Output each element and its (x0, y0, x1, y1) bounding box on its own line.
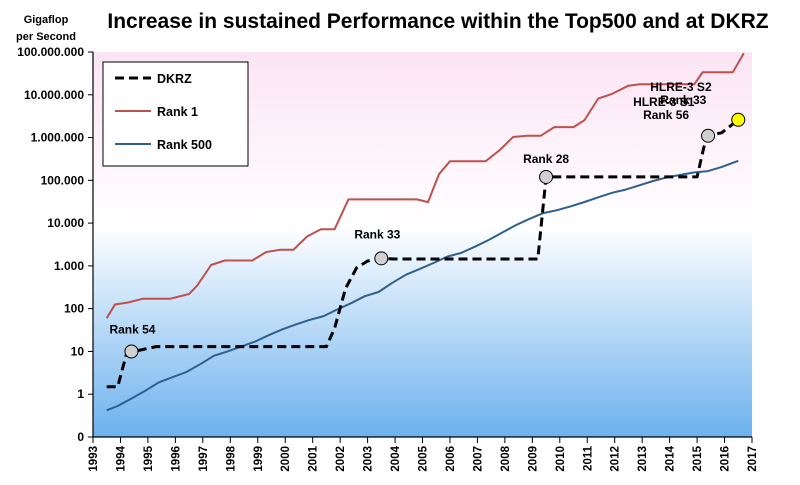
annotation-marker (124, 344, 139, 359)
y-tick-label: 10 (71, 344, 85, 358)
x-tick-label: 2014 (665, 445, 677, 471)
y-tick-label: 100.000.000 (17, 45, 84, 59)
annotation-label: HLRE-3 S1 (633, 95, 695, 109)
annotation-marker (701, 128, 716, 143)
x-tick-label: 2001 (308, 445, 320, 471)
x-tick-label: 1993 (88, 446, 100, 472)
y-tick-label: 100 (64, 302, 84, 316)
legend-box (102, 61, 249, 167)
y-tick-label: 10.000.000 (24, 88, 84, 102)
legend-label-dkrz: DKRZ (157, 72, 192, 86)
y-tick-label: 10.000 (47, 216, 84, 230)
x-tick-label: 2011 (582, 445, 594, 471)
annotation-marker (374, 251, 389, 266)
annotation-label: Rank 33 (660, 93, 706, 107)
x-tick-label: 1994 (115, 445, 127, 471)
chart-title: Increase in sustained Performance within… (107, 10, 768, 33)
annotation-label: Rank 33 (354, 227, 400, 241)
y-tick-label: 1.000 (54, 259, 84, 273)
annotation-label: Rank 56 (643, 108, 689, 122)
y-tick-label: 100.000 (41, 173, 85, 187)
series-line-rank500 (106, 159, 739, 412)
annotation-label: Rank 28 (523, 152, 569, 166)
x-tick-label: 2008 (500, 445, 512, 471)
x-tick-label: 1996 (170, 446, 182, 472)
x-tick-label: 1995 (143, 445, 155, 471)
x-tick-label: 2015 (692, 445, 704, 471)
x-tick-label: 2017 (747, 446, 759, 472)
x-tick-label: 2016 (720, 446, 732, 472)
x-tick-label: 1998 (225, 445, 237, 471)
x-tick-label: 2007 (472, 446, 484, 472)
y-axis-label-line2: per Second (16, 31, 76, 43)
y-axis-label-line1: Gigaflop (24, 14, 69, 26)
legend-label-rank1: Rank 1 (157, 105, 198, 119)
x-tick-label: 2003 (363, 446, 375, 472)
y-tick-label: 1 (77, 387, 84, 401)
legend: DKRZ Rank 1 Rank 500 (102, 61, 249, 167)
x-tick-label: 1997 (198, 446, 210, 472)
series-line-rank1 (105, 52, 745, 319)
x-tick-label: 2000 (280, 446, 292, 472)
annotation-label: Rank 54 (109, 322, 155, 336)
x-tick-label: 2004 (390, 445, 402, 471)
x-tick-label: 2009 (527, 446, 539, 472)
y-tick-label: 0 (77, 430, 84, 444)
x-tick-label: 2005 (418, 445, 430, 471)
legend-label-rank500: Rank 500 (157, 138, 212, 152)
annotation-label: HLRE-3 S2 (650, 80, 712, 94)
x-tick-label: 2006 (445, 446, 457, 472)
annotation-marker (731, 112, 746, 127)
annotation-marker (539, 169, 554, 184)
x-tick-label: 2010 (555, 446, 567, 472)
x-tick-label: 2002 (335, 446, 347, 472)
x-tick-label: 2013 (637, 446, 649, 472)
axes: 0 1 10 100 1.000 10.000 100.000 1.000.000 10.000… (17, 45, 759, 472)
y-tick-label: 1.000.000 (31, 131, 85, 145)
x-tick-label: 1999 (253, 446, 265, 472)
x-tick-label: 2012 (610, 446, 622, 472)
